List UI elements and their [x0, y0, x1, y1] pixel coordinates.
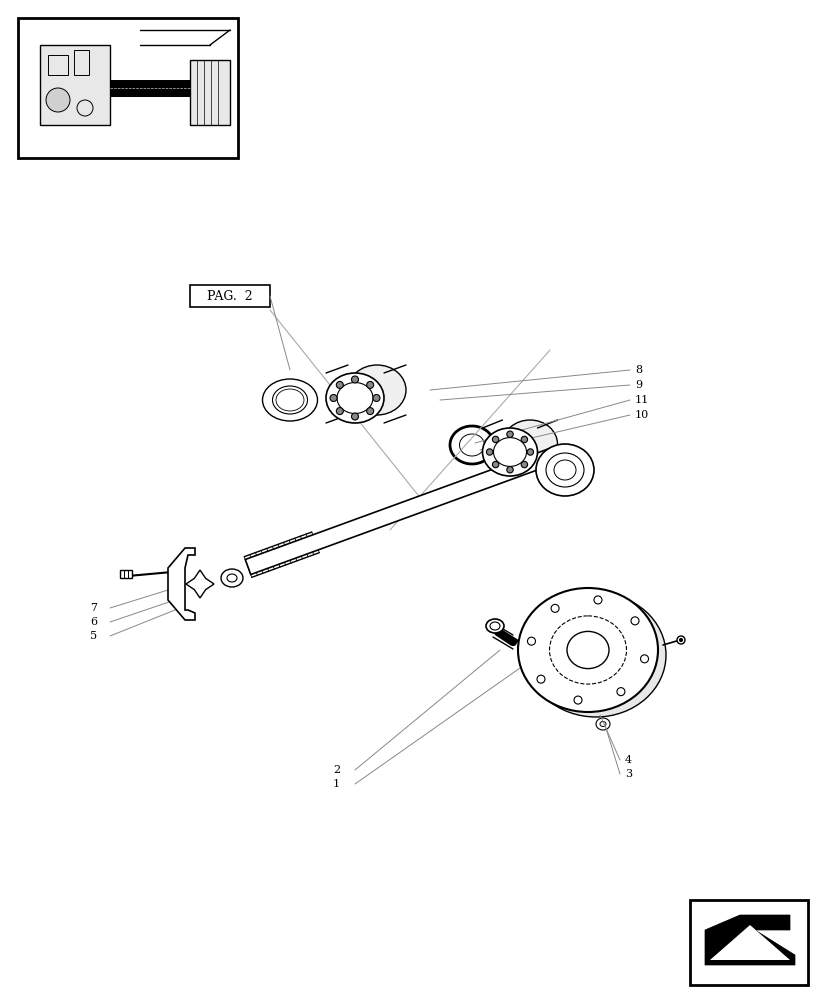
Circle shape [527, 449, 533, 455]
Circle shape [630, 617, 638, 625]
Ellipse shape [518, 588, 657, 712]
Circle shape [485, 449, 492, 455]
Text: 11: 11 [634, 395, 648, 405]
Circle shape [366, 408, 373, 415]
Circle shape [330, 394, 337, 401]
Circle shape [506, 467, 513, 473]
Polygon shape [709, 925, 789, 960]
Ellipse shape [502, 420, 557, 468]
Text: 1: 1 [332, 779, 340, 789]
Bar [40, 45, 110, 125]
Circle shape [679, 639, 681, 642]
Circle shape [351, 376, 358, 383]
Circle shape [640, 655, 648, 663]
Bar [189, 285, 270, 307]
Circle shape [573, 696, 581, 704]
Circle shape [527, 637, 535, 645]
Bar [689, 900, 807, 985]
Ellipse shape [347, 365, 405, 415]
Text: 5: 5 [90, 631, 97, 641]
Polygon shape [245, 447, 557, 575]
Circle shape [676, 636, 684, 644]
Polygon shape [704, 915, 794, 965]
Circle shape [351, 413, 358, 420]
Bar [74, 50, 88, 75]
Circle shape [336, 408, 343, 415]
Text: 3: 3 [624, 769, 631, 779]
Bar [110, 80, 189, 96]
Circle shape [520, 461, 527, 468]
Ellipse shape [326, 373, 384, 423]
Circle shape [372, 394, 380, 401]
Ellipse shape [262, 379, 317, 421]
Bar [18, 18, 237, 158]
Ellipse shape [221, 569, 242, 587]
Circle shape [616, 688, 624, 696]
Ellipse shape [595, 718, 609, 730]
Bar [48, 55, 68, 75]
Circle shape [492, 436, 498, 443]
Circle shape [492, 461, 498, 468]
Ellipse shape [485, 619, 504, 633]
Circle shape [593, 596, 601, 604]
Text: 6: 6 [90, 617, 97, 627]
Circle shape [537, 675, 544, 683]
Circle shape [520, 436, 527, 443]
Circle shape [366, 381, 373, 388]
Circle shape [506, 431, 513, 437]
Ellipse shape [482, 428, 537, 476]
Text: 4: 4 [624, 755, 631, 765]
Text: 8: 8 [634, 365, 642, 375]
Text: PAG.  2: PAG. 2 [207, 290, 252, 302]
Text: 7: 7 [90, 603, 97, 613]
Polygon shape [168, 548, 195, 620]
Circle shape [551, 604, 558, 612]
Text: 2: 2 [332, 765, 340, 775]
Polygon shape [186, 570, 213, 598]
Text: 10: 10 [634, 410, 648, 420]
Bar [120, 570, 131, 578]
Ellipse shape [535, 444, 593, 496]
Circle shape [46, 88, 70, 112]
Text: 9: 9 [634, 380, 642, 390]
Circle shape [336, 381, 343, 388]
Bar [189, 60, 230, 125]
Ellipse shape [525, 593, 665, 717]
